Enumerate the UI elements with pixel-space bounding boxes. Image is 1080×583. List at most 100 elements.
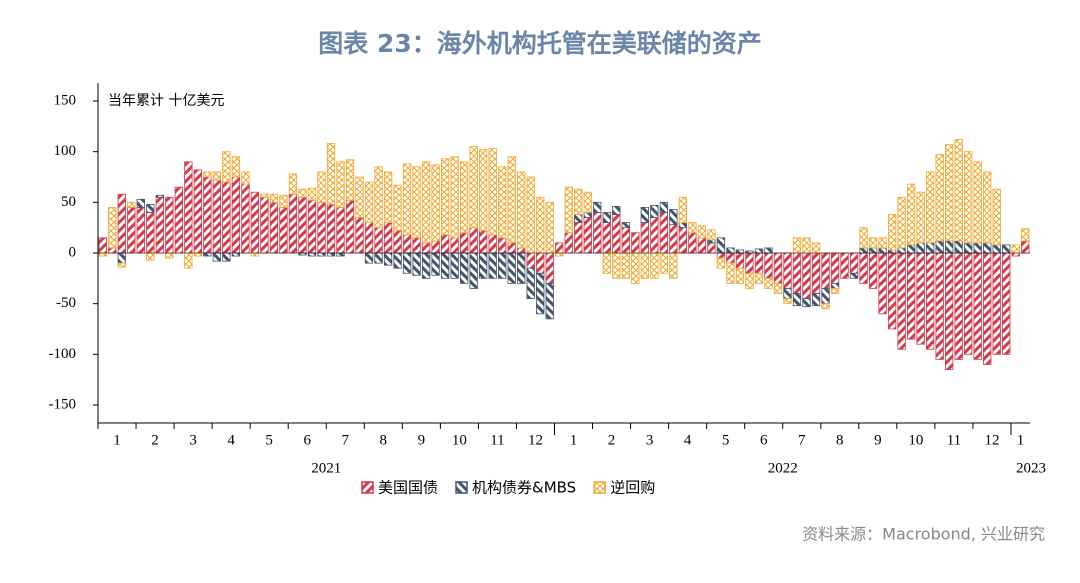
bar	[383, 222, 393, 254]
bar	[146, 203, 155, 213]
bar	[488, 234, 497, 254]
bar	[640, 222, 649, 254]
bar	[402, 252, 412, 274]
x-tick-label: 7	[342, 432, 350, 448]
bar	[964, 252, 973, 355]
bar	[98, 252, 107, 257]
bar	[583, 217, 592, 254]
bar	[821, 252, 830, 289]
bar	[250, 252, 260, 257]
bar	[773, 252, 783, 284]
bar	[983, 171, 992, 244]
y-tick-label: 50	[61, 194, 76, 210]
bar	[583, 212, 592, 218]
bar	[440, 252, 450, 279]
x-tick-label: 3	[189, 432, 197, 448]
bar	[954, 139, 963, 242]
bar	[279, 194, 288, 208]
bar	[326, 203, 336, 254]
bar	[383, 171, 393, 224]
bar	[745, 252, 754, 274]
bar	[288, 193, 298, 254]
bar	[1002, 244, 1011, 254]
x-tick-label: 9	[874, 432, 882, 448]
legend-label: 机构债券&MBS	[472, 479, 576, 497]
bar	[792, 252, 802, 294]
bar	[764, 252, 773, 279]
bar	[222, 151, 231, 183]
bar	[868, 237, 878, 249]
bar	[288, 173, 298, 195]
bar	[165, 252, 174, 259]
x-tick-label: 2	[151, 432, 159, 448]
bar	[945, 144, 954, 242]
bar	[317, 201, 326, 254]
bar	[555, 242, 564, 254]
bar	[859, 227, 868, 249]
bar	[935, 252, 944, 360]
bar	[402, 163, 412, 236]
bar	[450, 156, 459, 239]
bar	[431, 240, 440, 254]
bar	[821, 303, 830, 310]
bar	[973, 252, 982, 360]
x-tick-label: 12	[984, 432, 999, 448]
bar	[184, 252, 193, 269]
bar	[108, 247, 117, 254]
bar	[735, 252, 745, 269]
bar	[954, 240, 963, 254]
bar	[1021, 228, 1030, 242]
bar	[906, 252, 916, 340]
bar	[526, 176, 535, 254]
bar	[459, 232, 469, 254]
bar	[564, 232, 573, 254]
bar	[764, 277, 773, 289]
bar	[887, 252, 897, 330]
bar	[954, 252, 963, 360]
bar	[184, 161, 193, 254]
bar	[897, 196, 906, 249]
bar	[688, 222, 697, 234]
bar	[745, 272, 754, 289]
bar	[117, 262, 126, 268]
y-tick-label: 100	[54, 143, 77, 159]
bar	[507, 252, 516, 284]
bar	[821, 288, 830, 305]
bar	[393, 184, 402, 232]
bar	[726, 252, 735, 264]
bar	[973, 242, 982, 254]
bar	[964, 242, 973, 254]
bar	[393, 230, 402, 254]
bar	[735, 267, 745, 284]
bar	[459, 161, 469, 234]
bar	[155, 196, 164, 254]
bar	[650, 204, 659, 218]
bar	[431, 252, 440, 276]
bar	[973, 161, 982, 244]
bar	[878, 237, 887, 249]
x-tick-label: 10	[908, 432, 923, 448]
bar	[479, 149, 488, 232]
bar	[336, 161, 345, 208]
bar	[916, 191, 925, 244]
x-tick-label: 5	[722, 432, 730, 448]
x-tick-label: 11	[490, 432, 504, 448]
bar	[830, 252, 840, 284]
bar	[355, 217, 364, 254]
bar	[203, 171, 212, 178]
bar	[269, 193, 279, 203]
bar	[307, 187, 317, 201]
bar	[574, 214, 583, 223]
bar	[897, 247, 906, 254]
bar	[745, 250, 754, 254]
bar	[402, 234, 412, 254]
x-tick-label: 8	[836, 432, 844, 448]
bar	[697, 237, 707, 254]
bar	[945, 252, 954, 370]
bar	[1011, 252, 1020, 257]
bar	[536, 196, 545, 254]
bar	[612, 205, 621, 215]
bar	[754, 272, 764, 284]
x-tick-label: 6	[303, 432, 311, 448]
